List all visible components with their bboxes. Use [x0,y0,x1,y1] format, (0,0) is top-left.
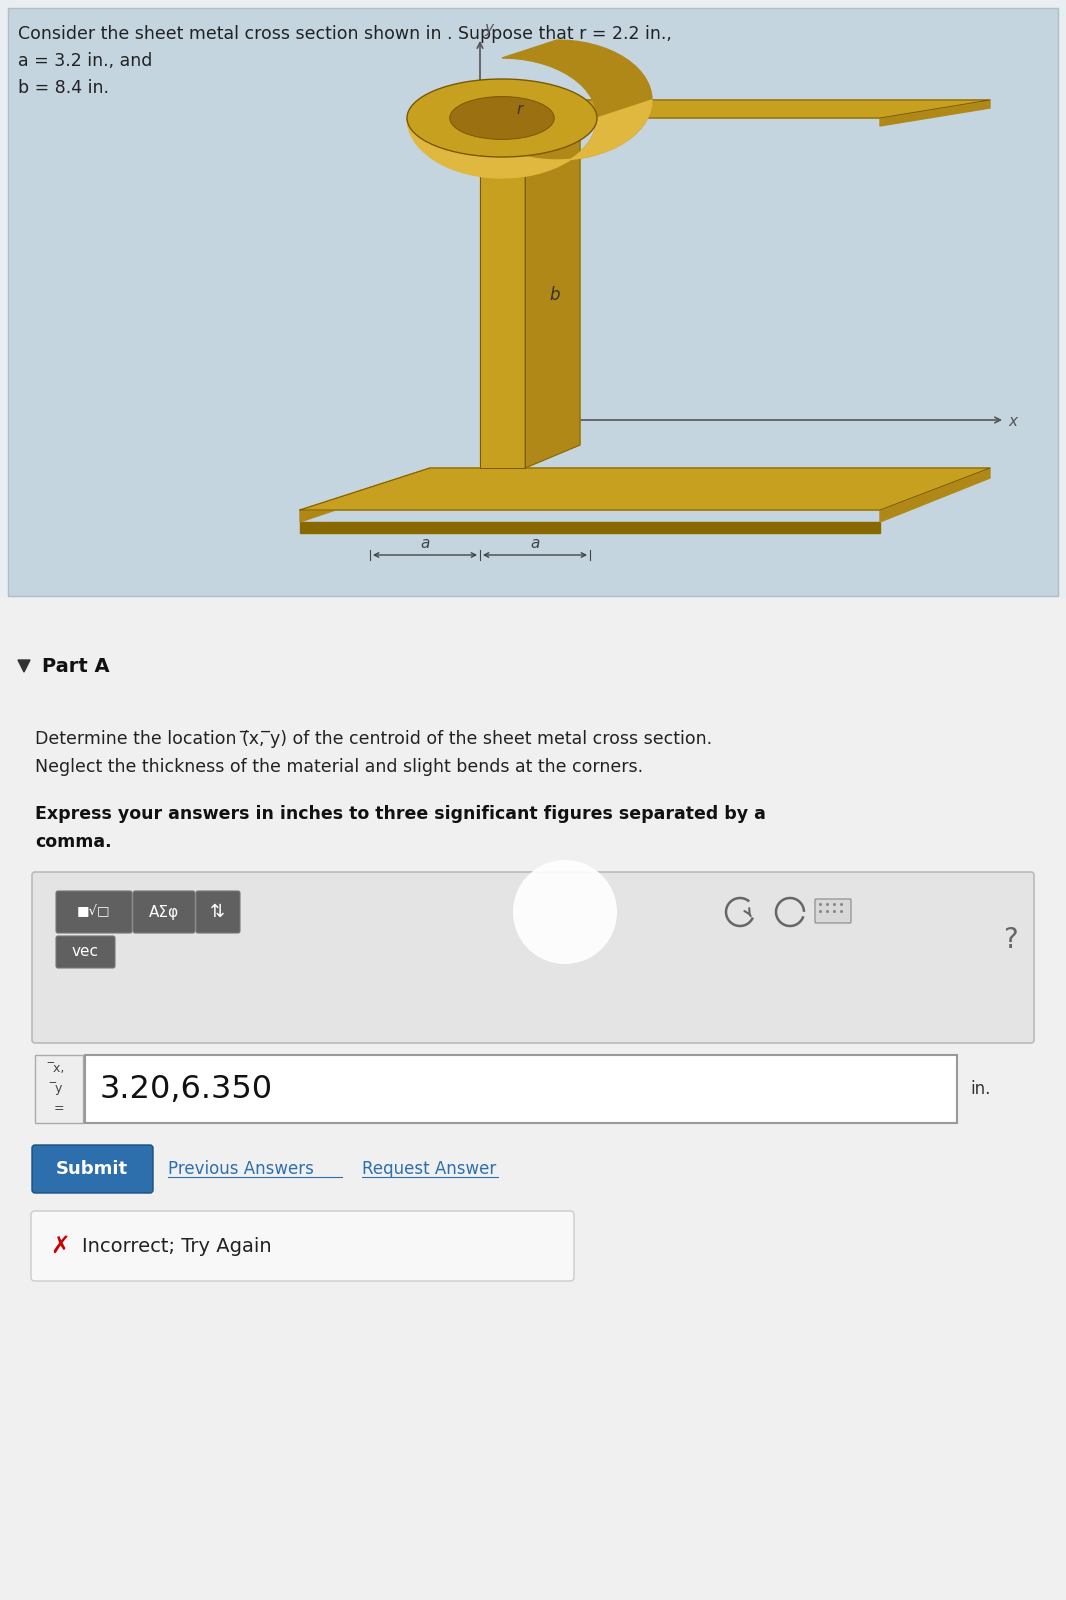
Text: in.: in. [970,1080,990,1098]
Text: AΣφ: AΣφ [149,904,179,920]
Text: a: a [530,536,539,550]
Text: comma.: comma. [35,834,112,851]
FancyBboxPatch shape [35,1054,83,1123]
Polygon shape [480,118,524,467]
Text: vec: vec [71,944,98,960]
Text: Submit: Submit [55,1160,128,1178]
Polygon shape [881,99,990,126]
Text: ⇅: ⇅ [210,902,226,922]
Text: Previous Answers: Previous Answers [168,1160,313,1178]
Text: b: b [550,286,561,304]
Text: Incorrect; Try Again: Incorrect; Try Again [82,1237,272,1256]
Text: a = 3.2 in., and: a = 3.2 in., and [18,51,152,70]
Text: Request Answer: Request Answer [362,1160,497,1178]
Circle shape [513,861,617,963]
FancyBboxPatch shape [32,872,1034,1043]
FancyBboxPatch shape [196,891,240,933]
Polygon shape [300,522,881,533]
Polygon shape [480,99,580,126]
Ellipse shape [450,96,554,139]
Polygon shape [480,99,990,118]
FancyBboxPatch shape [31,1211,574,1282]
Text: y: y [484,21,492,35]
Text: ?: ? [1003,926,1017,954]
FancyBboxPatch shape [815,899,851,923]
Text: x: x [1008,414,1017,429]
FancyBboxPatch shape [0,598,1066,1600]
Text: ✗: ✗ [50,1234,70,1258]
Text: 3.20,6.350: 3.20,6.350 [100,1074,273,1104]
Text: Consider the sheet metal cross section shown in . Suppose that r = 2.2 in.,: Consider the sheet metal cross section s… [18,26,672,43]
Text: b = 8.4 in.: b = 8.4 in. [18,78,109,98]
Text: ■√□: ■√□ [77,906,111,918]
FancyBboxPatch shape [56,891,132,933]
FancyBboxPatch shape [85,1054,957,1123]
Text: Determine the location (̅x, ̅y) of the centroid of the sheet metal cross section: Determine the location (̅x, ̅y) of the c… [35,730,712,749]
FancyBboxPatch shape [133,891,195,933]
Polygon shape [300,467,990,510]
Text: Neglect the thickness of the material and slight bends at the corners.: Neglect the thickness of the material an… [35,758,643,776]
Text: ̅x,: ̅x, [53,1062,65,1075]
Text: a: a [420,536,430,550]
Polygon shape [881,467,990,522]
FancyBboxPatch shape [32,1146,154,1194]
Polygon shape [18,659,30,672]
Polygon shape [524,99,580,467]
Text: Express your answers in inches to three significant figures separated by a: Express your answers in inches to three … [35,805,765,822]
Polygon shape [407,99,652,178]
Ellipse shape [407,78,597,157]
Polygon shape [502,40,652,178]
Text: r: r [517,102,523,117]
FancyBboxPatch shape [9,8,1057,595]
Text: ̅y: ̅y [55,1082,63,1094]
Text: Part A: Part A [42,656,110,675]
FancyBboxPatch shape [56,936,115,968]
Polygon shape [300,467,430,522]
Text: =: = [53,1102,64,1115]
